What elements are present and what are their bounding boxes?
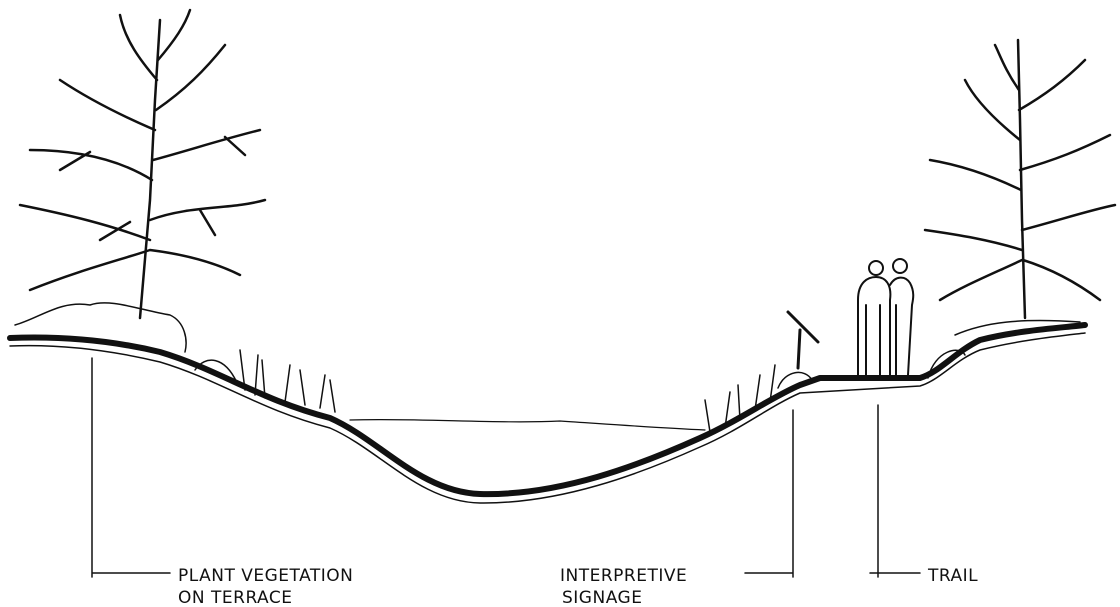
- label: SIGNAGE: [562, 588, 642, 607]
- label: INTERPRETIVE: [560, 566, 687, 586]
- label: ON TERRACE: [178, 588, 293, 607]
- section-diagram: PLANT VEGETATION ON TERRACE INTERPRETIVE…: [0, 0, 1120, 607]
- page: PLANT VEGETATION ON TERRACE INTERPRETIVE…: [0, 0, 1120, 607]
- label: PLANT VEGETATION: [178, 566, 353, 586]
- left-tree: [15, 10, 265, 352]
- right-tree: [925, 40, 1115, 335]
- water-line: [350, 420, 705, 430]
- people: [858, 259, 913, 375]
- sign: [788, 312, 818, 368]
- leader-lines: [92, 358, 920, 577]
- ground: [10, 325, 1085, 503]
- grasses: [195, 350, 965, 432]
- label: TRAIL: [927, 566, 978, 586]
